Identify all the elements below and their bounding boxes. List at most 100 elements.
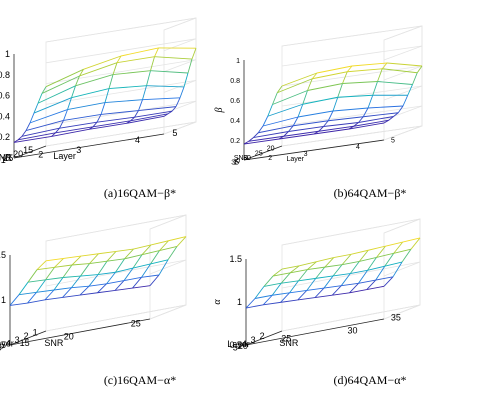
surface-mesh-segment <box>377 81 413 85</box>
z-tick-label: 0.8 <box>230 78 240 85</box>
surface-mesh-segment <box>358 116 394 123</box>
z-gridline <box>45 121 197 147</box>
surface-mesh-segment <box>89 260 108 264</box>
surface-mesh-segment <box>141 244 152 256</box>
surface-mesh-segment <box>62 287 72 298</box>
surface-mesh-segment <box>281 72 318 87</box>
surface-mesh-segment <box>272 90 308 105</box>
panel-caption: (d)64QAM−α* <box>333 373 406 387</box>
surface-mesh-segment <box>176 236 187 247</box>
surface-mesh-segment <box>63 114 102 121</box>
surface-mesh-segment <box>337 83 343 98</box>
z-tick-label: 0.4 <box>0 111 10 121</box>
snr-axis-label: SNR <box>44 338 64 348</box>
surface-mesh-segment <box>80 274 99 277</box>
surface-mesh-segment <box>71 255 82 266</box>
surface-mesh-segment <box>327 110 334 121</box>
surface-mesh-segment <box>299 261 317 267</box>
surface-mesh-segment <box>27 279 46 283</box>
surface-mesh-segment <box>332 273 351 277</box>
surface-mesh-segment <box>253 132 259 138</box>
surface-mesh-segment <box>154 56 193 60</box>
surface-mesh-segment <box>67 97 72 110</box>
surface-mesh-segment <box>410 237 421 250</box>
snr-axis-line <box>243 145 283 161</box>
surface-mesh-segment <box>150 70 189 74</box>
z-gridline <box>383 125 423 141</box>
surface-mesh-segment <box>33 103 39 114</box>
surface-mesh-segment <box>123 267 134 281</box>
z-gridline <box>149 304 187 320</box>
z-gridline <box>281 304 421 332</box>
surface-mesh-segment <box>150 259 169 265</box>
layer-tick-label: 5 <box>233 342 238 352</box>
surface-mesh-segment <box>323 122 359 127</box>
z-tick-label: 0.2 <box>230 138 240 145</box>
surface-mesh-segment <box>337 94 373 98</box>
surface-mesh-segment <box>96 116 135 123</box>
surface-mesh-segment <box>316 257 334 263</box>
surface-mesh-segment <box>53 287 72 291</box>
surface-mesh-segment <box>45 258 64 262</box>
surface-mesh-segment <box>383 119 389 124</box>
surface-mesh-segment <box>281 280 299 284</box>
surface-mesh-segment <box>272 92 278 105</box>
surface-mesh-segment <box>75 75 80 86</box>
z-tick-label: 1 <box>237 297 242 307</box>
surface-mesh-segment <box>21 130 27 137</box>
surface-mesh-segment <box>108 74 114 89</box>
surface-mesh-segment <box>324 264 343 268</box>
layer-tick-label: 4 <box>6 339 11 349</box>
surface-mesh-segment <box>358 116 364 123</box>
snr-tick-label: 20 <box>13 149 23 159</box>
surface-mesh-segment <box>106 251 117 262</box>
surface-mesh-segment <box>323 120 329 127</box>
z-gridline <box>45 100 197 126</box>
surface-mesh-segment <box>134 110 173 118</box>
z-tick-label: 0.5 <box>229 340 242 350</box>
surface-mesh-segment <box>88 274 99 287</box>
surface-mesh-segment <box>146 70 151 86</box>
surface-mesh-segment <box>104 99 143 104</box>
surface-mesh-segment <box>367 257 377 271</box>
surface-mesh-segment <box>307 261 317 270</box>
snr-axis-label: SNR <box>0 152 12 162</box>
surface-mesh-segment <box>17 135 23 141</box>
snr-axis-line <box>9 318 151 346</box>
surface-mesh-segment <box>293 120 329 127</box>
surface-mesh-segment <box>150 56 155 71</box>
snr-tick-label: 20 <box>267 146 275 153</box>
surface-mesh-segment <box>283 131 289 137</box>
surface-mesh-segment <box>348 125 354 130</box>
surface-mesh-segment <box>71 88 110 99</box>
surface-mesh-segment <box>248 137 254 142</box>
surface-mesh-segment <box>112 62 118 75</box>
surface-mesh-segment <box>36 289 55 293</box>
surface-mesh-segment <box>382 68 418 74</box>
layer-tick-label: 5 <box>0 342 2 352</box>
surface-mesh-segment <box>314 294 333 299</box>
surface-mesh-segment <box>17 132 56 141</box>
z-gridline <box>281 45 423 67</box>
surface-mesh-segment <box>318 126 324 132</box>
surface-mesh-segment <box>63 255 82 259</box>
surface-mesh-segment <box>41 75 80 94</box>
surface-mesh-segment <box>290 269 308 274</box>
surface-mesh-segment <box>27 269 38 283</box>
surface-mesh-segment <box>88 126 94 130</box>
surface-mesh-segment <box>98 250 117 255</box>
surface-mesh-segment <box>179 86 185 98</box>
z-tick-label: 0.6 <box>230 98 240 105</box>
surface-mesh-segment <box>79 285 90 296</box>
surface-mesh-segment <box>306 287 325 291</box>
surface-mesh-segment <box>262 116 299 127</box>
surface-mesh-segment <box>289 290 307 294</box>
surface-mesh-segment <box>33 97 72 114</box>
surface-mesh-segment <box>124 248 134 260</box>
surface-mesh-segment <box>36 260 47 271</box>
z-gridline <box>383 218 421 234</box>
surface-mesh-segment <box>289 265 300 274</box>
snr-tick-label: 15 <box>23 145 33 155</box>
